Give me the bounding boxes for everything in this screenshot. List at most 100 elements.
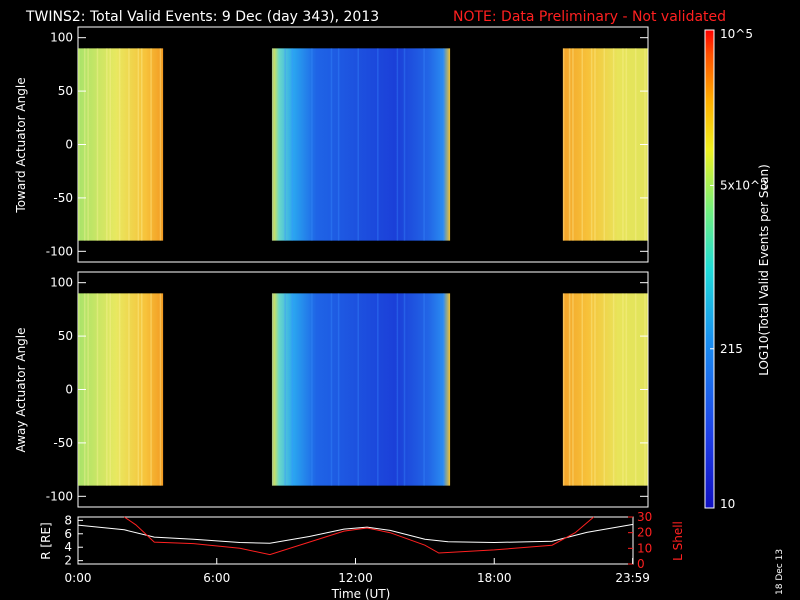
lshell-axis-label: L Shell (671, 521, 685, 561)
heatmap-streak (96, 48, 99, 241)
heatmap-block (562, 48, 648, 241)
time-x-ticks: 0:00 6:00 12:00 18:00 23:59 (65, 558, 650, 585)
heatmap-streak (337, 293, 340, 486)
heatmap-streak (140, 293, 143, 486)
heatmap-streak (140, 48, 143, 241)
heatmap-streak (403, 48, 406, 241)
away-y-axis-label: Away Actuator Angle (14, 327, 28, 452)
heatmap-streak (87, 293, 89, 486)
right-tick-label: 0 (637, 557, 645, 571)
heatmap-streak (159, 48, 162, 241)
heatmap-streak (271, 48, 274, 241)
heatmap-streak (622, 48, 624, 241)
heatmap-streak (442, 48, 445, 241)
heatmap-streak (377, 48, 379, 241)
toward-y-axis-label: Toward Actuator Angle (14, 77, 28, 213)
radius-axis-label: R [RE] (39, 522, 53, 559)
heatmap-streak (128, 48, 130, 241)
heatmap-streak (603, 48, 606, 241)
x-tick-label: 0:00 (65, 571, 92, 585)
date-stamp: 18 Dec 13 (775, 549, 785, 595)
orbit-plot-frame (77, 516, 634, 565)
heatmap-block (78, 48, 164, 241)
away-data-blocks (78, 293, 648, 486)
heatmap-streak (625, 293, 628, 486)
toward-y-ticks: 100 50 0 -50 -100 (46, 31, 648, 258)
heatmap-streak (96, 293, 99, 486)
x-tick-label: 23:59 (615, 571, 650, 585)
heatmap-streak (612, 293, 615, 486)
x-tick-label: 18:00 (477, 571, 512, 585)
heatmap-streak (357, 48, 359, 241)
heatmap-streak (396, 293, 399, 486)
x-tick-label: 6:00 (203, 571, 230, 585)
heatmap-streak (423, 293, 425, 486)
right-tick-label: 30 (637, 510, 652, 524)
left-tick-label: 8 (64, 513, 72, 527)
left-tick-label: 6 (64, 527, 72, 541)
heatmap-streak (109, 293, 111, 486)
y-tick-label: -50 (53, 191, 73, 205)
heatmap-streak (562, 48, 565, 241)
preliminary-note: NOTE: Data Preliminary - Not validated (453, 9, 726, 25)
colorbar-ticks: 10 215 5x10^3 10^5 (710, 27, 768, 511)
heatmap-streak (150, 293, 152, 486)
heatmap-streak (330, 293, 333, 486)
heatmap-streak (562, 293, 565, 486)
toward-heatmap-panel: 100 50 0 -50 -100 Toward Actuator Angle (14, 26, 649, 263)
right-tick-label: 10 (637, 541, 652, 555)
radius-line (77, 523, 634, 544)
heatmap-streak (581, 293, 584, 486)
heatmap-streak (403, 293, 406, 486)
heatmap-streak (442, 293, 445, 486)
heatmap-streak (357, 293, 359, 486)
heatmap-streak (568, 48, 571, 241)
lshell-line (124, 516, 595, 556)
heatmap-streak (396, 48, 399, 241)
colorbar-tick-label: 10^5 (720, 27, 753, 41)
right-tick-label: 20 (637, 526, 652, 540)
heatmap-streak (594, 293, 596, 486)
y-tick-label: 0 (65, 383, 73, 397)
colorbar-label: LOG10(Total Valid Events per Scan) (757, 164, 771, 376)
y-tick-label: 100 (50, 31, 73, 45)
colorbar-tick-label: 10 (720, 497, 735, 511)
heatmap-streak (271, 293, 274, 486)
heatmap-streak (625, 48, 628, 241)
y-tick-label: 50 (58, 329, 73, 343)
left-tick-label: 2 (64, 554, 72, 568)
heatmap-streak (106, 293, 108, 486)
y-tick-label: 50 (58, 84, 73, 98)
heatmap-streak (150, 48, 152, 241)
y-tick-label: 100 (50, 276, 73, 290)
colorbar-tick-label: 215 (720, 342, 743, 356)
heatmap-streak (291, 48, 294, 241)
heatmap-streak (128, 293, 130, 486)
y-tick-label: -100 (46, 489, 73, 503)
away-heatmap-panel: 100 50 0 -50 -100 Away Actuator Angle (14, 271, 649, 508)
orbit-lines (77, 516, 634, 556)
heatmap-streak (337, 48, 340, 241)
y-tick-label: 0 (65, 138, 73, 152)
heatmap-streak (106, 48, 108, 241)
heatmap-streak (118, 48, 121, 241)
colorbar-gradient (704, 29, 715, 509)
heatmap-streak (594, 48, 596, 241)
y-tick-label: -50 (53, 436, 73, 450)
heatmap-streak (634, 48, 637, 241)
heatmap-streak (634, 293, 637, 486)
chart-title: TWINS2: Total Valid Events: 9 Dec (day 3… (25, 9, 379, 25)
heatmap-streak (590, 48, 593, 241)
away-y-ticks: 100 50 0 -50 -100 (46, 276, 648, 503)
heatmap-streak (568, 293, 571, 486)
heatmap-streak (291, 293, 294, 486)
heatmap-streak (603, 293, 606, 486)
heatmap-streak (590, 293, 593, 486)
x-tick-label: 12:00 (338, 571, 373, 585)
heatmap-streak (137, 48, 140, 241)
colorbar-tick-label: 5x10^3 (720, 178, 768, 192)
